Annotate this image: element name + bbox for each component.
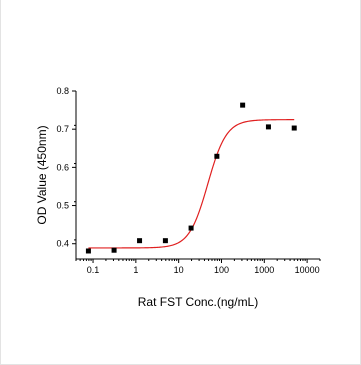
data-point: [214, 153, 220, 159]
y-tick-label: 0.6: [56, 162, 69, 172]
data-point: [162, 238, 168, 244]
y-tick-label: 0.8: [56, 86, 69, 96]
data-point: [240, 102, 246, 108]
x-tick-label: 1: [133, 265, 138, 275]
y-axis-ticks: 0.4 0.5 0.6 0.7 0.8: [56, 86, 76, 249]
data-points-layer: [85, 102, 297, 254]
y-axis-title: OD Value (450nm): [35, 125, 49, 224]
x-tick-label: 1000: [254, 265, 274, 275]
y-tick-label: 0.5: [56, 201, 69, 211]
x-tick-label: 100: [214, 265, 229, 275]
y-tick-label: 0.4: [56, 239, 69, 249]
data-point: [137, 238, 143, 244]
x-tick-label: 10: [174, 265, 184, 275]
data-point: [85, 248, 91, 254]
data-point: [265, 124, 271, 130]
x-tick-label: 10000: [295, 265, 320, 275]
data-point: [188, 225, 194, 231]
x-tick-label: 0.1: [87, 265, 100, 275]
y-tick-label: 0.7: [56, 124, 69, 134]
data-point: [291, 125, 297, 131]
x-axis-ticks: 0.1 1 10 100 1000 10000: [75, 259, 321, 275]
x-axis-title: Rat FST Conc.(ng/mL): [138, 295, 258, 309]
data-point: [111, 247, 117, 253]
plot-area: [75, 91, 320, 260]
